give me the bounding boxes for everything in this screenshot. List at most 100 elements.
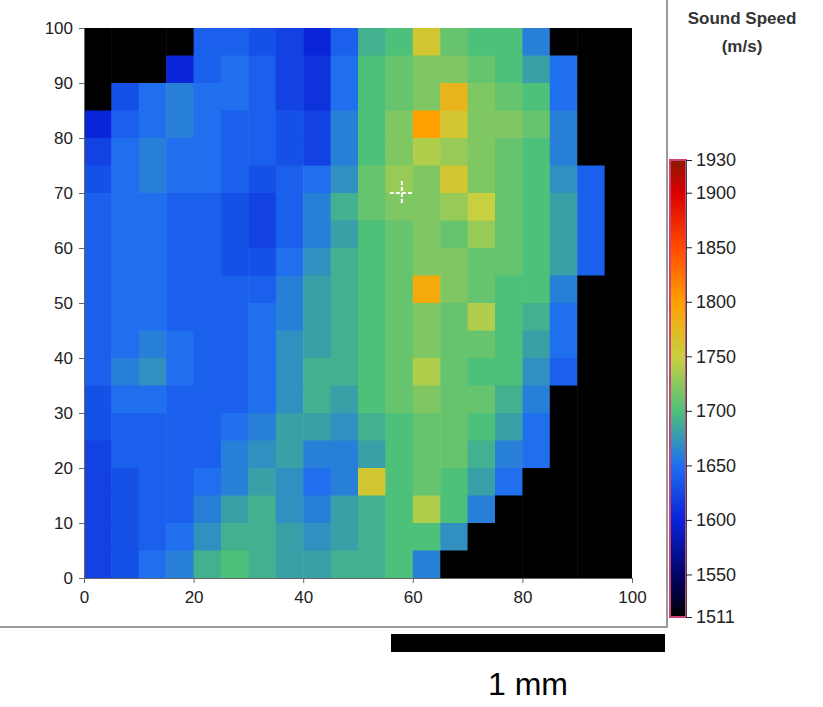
tick: 1650 bbox=[686, 456, 736, 476]
cell bbox=[166, 358, 194, 386]
cell bbox=[440, 496, 468, 524]
cell bbox=[248, 413, 276, 441]
cell bbox=[248, 441, 276, 469]
cell bbox=[385, 331, 413, 359]
cell bbox=[166, 413, 194, 441]
cell bbox=[385, 386, 413, 414]
cell bbox=[276, 551, 304, 579]
cell bbox=[331, 358, 359, 386]
cell bbox=[84, 386, 112, 414]
cell bbox=[605, 303, 632, 331]
cell bbox=[248, 358, 276, 386]
cell bbox=[303, 138, 331, 166]
axis-line bbox=[79, 29, 85, 579]
cell bbox=[358, 276, 386, 304]
cell bbox=[166, 523, 194, 551]
cell bbox=[248, 111, 276, 139]
cell bbox=[577, 331, 605, 359]
cell bbox=[358, 56, 386, 84]
cell bbox=[577, 221, 605, 249]
cell bbox=[577, 248, 605, 276]
cell bbox=[522, 303, 550, 331]
cell bbox=[550, 221, 578, 249]
cell bbox=[84, 166, 112, 194]
cell bbox=[440, 303, 468, 331]
cell bbox=[358, 28, 386, 56]
cell bbox=[495, 413, 523, 441]
cell bbox=[276, 303, 304, 331]
cell bbox=[303, 83, 331, 111]
cell bbox=[111, 386, 139, 414]
cell bbox=[248, 386, 276, 414]
cell bbox=[522, 28, 550, 56]
cell bbox=[358, 166, 386, 194]
y-axis: 0102030405060708090100 bbox=[45, 19, 85, 588]
cell bbox=[111, 496, 139, 524]
tick: 40 bbox=[294, 578, 313, 607]
cell bbox=[522, 331, 550, 359]
cell bbox=[385, 413, 413, 441]
cell bbox=[413, 28, 441, 56]
cursor bbox=[390, 181, 414, 205]
cell bbox=[303, 468, 331, 496]
cell bbox=[577, 358, 605, 386]
cell bbox=[194, 276, 222, 304]
cell bbox=[468, 166, 496, 194]
cell bbox=[84, 111, 112, 139]
tick: 60 bbox=[404, 578, 423, 607]
cell bbox=[413, 221, 441, 249]
tick-label: 1750 bbox=[696, 347, 736, 367]
cell bbox=[139, 358, 167, 386]
cell bbox=[331, 468, 359, 496]
tick: 1800 bbox=[686, 292, 736, 312]
tick-label: 1930 bbox=[696, 150, 736, 170]
cell bbox=[605, 386, 632, 414]
cell bbox=[605, 28, 632, 56]
scale-bar-label: 1 mm bbox=[488, 666, 568, 702]
tick-mark bbox=[79, 248, 84, 249]
cell bbox=[577, 111, 605, 139]
cell bbox=[495, 468, 523, 496]
cell bbox=[303, 441, 331, 469]
cell bbox=[221, 523, 249, 551]
cell bbox=[194, 28, 222, 56]
cell bbox=[248, 248, 276, 276]
cell bbox=[577, 496, 605, 524]
tick-mark bbox=[686, 302, 692, 303]
cell bbox=[111, 441, 139, 469]
cell bbox=[468, 413, 496, 441]
axis-line bbox=[687, 161, 693, 618]
cell bbox=[111, 523, 139, 551]
cursor-line bbox=[401, 181, 403, 205]
cell bbox=[276, 28, 304, 56]
cell bbox=[577, 83, 605, 111]
cell bbox=[276, 111, 304, 139]
cell bbox=[522, 166, 550, 194]
tick-label: 1650 bbox=[696, 456, 736, 476]
cell bbox=[111, 56, 139, 84]
cell bbox=[358, 523, 386, 551]
cell bbox=[495, 111, 523, 139]
cell bbox=[139, 523, 167, 551]
tick-mark bbox=[686, 193, 692, 194]
cell bbox=[413, 551, 441, 579]
cell bbox=[385, 468, 413, 496]
cell bbox=[303, 193, 331, 221]
tick-mark bbox=[79, 468, 84, 469]
cell bbox=[413, 166, 441, 194]
cell bbox=[577, 386, 605, 414]
cell bbox=[194, 551, 222, 579]
cell bbox=[139, 276, 167, 304]
cell bbox=[84, 83, 112, 111]
cell bbox=[550, 166, 578, 194]
tick: 90 bbox=[54, 74, 84, 93]
chart: 0204060801000102030405060708090100151115… bbox=[0, 0, 823, 707]
cell bbox=[413, 413, 441, 441]
cell bbox=[221, 386, 249, 414]
cell bbox=[166, 276, 194, 304]
cell bbox=[276, 331, 304, 359]
cell bbox=[111, 248, 139, 276]
cell bbox=[221, 28, 249, 56]
cell bbox=[276, 166, 304, 194]
cell bbox=[605, 496, 632, 524]
